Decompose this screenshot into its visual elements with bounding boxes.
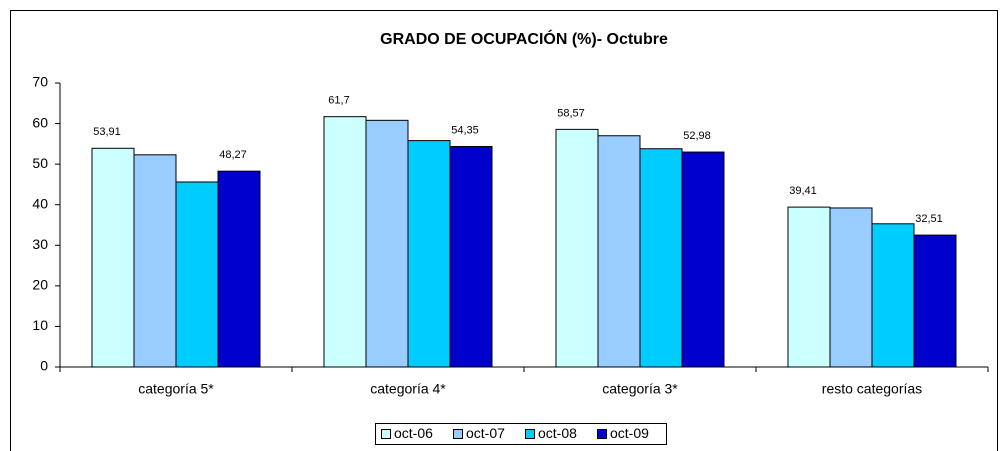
bar: [597, 135, 641, 368]
y-tick-label: 40: [32, 195, 48, 211]
y-tick-label: 10: [32, 317, 48, 333]
legend-box: [375, 423, 667, 445]
bar: [175, 181, 219, 368]
value-label: 32,51: [915, 213, 943, 225]
value-label: 61,7: [328, 95, 349, 107]
value-label: 54,35: [451, 124, 479, 136]
legend-swatch: [525, 429, 535, 439]
legend-swatch: [453, 429, 463, 439]
y-tick-label: 30: [32, 236, 48, 252]
value-label: 53,91: [93, 126, 121, 138]
x-tick-label: resto categorías: [822, 381, 922, 397]
legend-label: oct-06: [394, 425, 433, 441]
value-label: 58,57: [557, 107, 585, 119]
bar: [787, 206, 831, 368]
bar: [449, 145, 493, 368]
bar: [323, 116, 367, 368]
bar: [91, 147, 135, 368]
y-tick-label: 0: [40, 358, 48, 374]
legend-label: oct-07: [466, 425, 505, 441]
bar: [829, 207, 873, 368]
y-tick-label: 70: [32, 74, 48, 90]
chart-title: GRADO DE OCUPACIÓN (%)- Octubre: [380, 29, 668, 48]
y-tick-label: 50: [32, 155, 48, 171]
legend-swatch: [597, 429, 607, 439]
bar: [407, 140, 451, 368]
legend-swatch: [381, 429, 391, 439]
legend-label: oct-09: [610, 425, 649, 441]
x-tick-label: categoría 3*: [602, 381, 678, 397]
bar: [639, 148, 683, 368]
y-tick-label: 20: [32, 277, 48, 293]
x-tick-label: categoría 4*: [370, 381, 446, 397]
value-label: 48,27: [219, 149, 247, 161]
legend-label: oct-08: [538, 425, 577, 441]
bar: [913, 234, 957, 368]
value-label: 52,98: [683, 130, 711, 142]
y-tick-label: 60: [32, 114, 48, 130]
bar: [681, 151, 725, 368]
bar: [871, 223, 915, 368]
bar: [365, 119, 409, 368]
value-label: 39,41: [789, 185, 817, 197]
bar: [555, 128, 599, 368]
bar: [217, 170, 261, 368]
x-tick-label: categoría 5*: [138, 381, 214, 397]
bar: [133, 154, 177, 368]
